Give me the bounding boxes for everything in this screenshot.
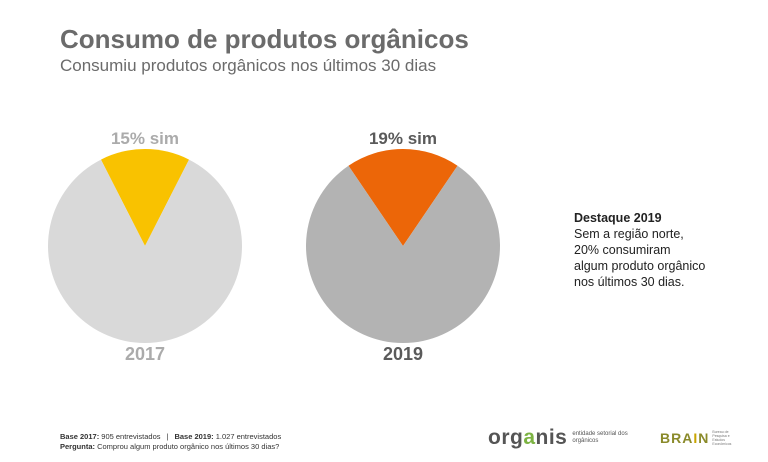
highlight-line: Sem a região norte,: [574, 227, 684, 241]
highlight-title: Destaque 2019: [574, 211, 662, 225]
pie-slice-2017-sim: [100, 148, 190, 246]
highlight-line: algum produto orgânico: [574, 259, 706, 273]
highlight-box: Destaque 2019 Sem a região norte, 20% co…: [574, 210, 754, 290]
question-label: Pergunta:: [60, 442, 96, 451]
slice-label-2019: 19% sim: [369, 129, 437, 148]
organis-tagline: entidade setorial dos orgânicos: [572, 431, 628, 444]
footer-base-line: Base 2017: 905 entrevistados | Base 2019: …: [60, 432, 281, 442]
base-2019-value: 1.027 entrevistados: [213, 432, 282, 441]
pie-slice-2017-não: [48, 159, 243, 343]
highlight-line: 20% consumiram: [574, 243, 671, 257]
organis-logo: organis entidade setorial dos orgânicos: [488, 426, 642, 450]
base-2017-value: 905 entrevistados: [99, 432, 161, 441]
footer-question-line: Pergunta: Comprou algum produto orgânico…: [60, 442, 281, 452]
page-title: Consumo de produtos orgânicos: [60, 24, 469, 54]
slice-label-2017: 15% sim: [111, 129, 179, 148]
highlight-line: nos últimos 30 dias.: [574, 275, 685, 289]
brain-wordmark: BRAIN: [660, 430, 710, 446]
brain-tagline: Bureau de Pesquisa e Estudos Econômicos: [712, 430, 732, 446]
base-2017-label: Base 2017:: [60, 432, 100, 441]
footer-note: Base 2017: 905 entrevistados | Base 2019: …: [60, 432, 281, 452]
question-value: Comprou algum produto orgânico nos últim…: [95, 442, 280, 451]
footer-separator: |: [166, 432, 169, 441]
page-subtitle: Consumiu produtos orgânicos nos últimos …: [60, 56, 437, 75]
brain-logo: BRAIN Bureau de Pesquisa e Estudos Econô…: [660, 430, 742, 446]
base-2019-label: Base 2019:: [174, 432, 214, 441]
pie-slice-2019-sim: [348, 148, 458, 246]
organis-wordmark: organis: [488, 426, 568, 449]
year-label-2019: 2019: [383, 344, 423, 364]
year-label-2017: 2017: [125, 344, 165, 364]
pie-slice-2019-não: [306, 165, 500, 343]
